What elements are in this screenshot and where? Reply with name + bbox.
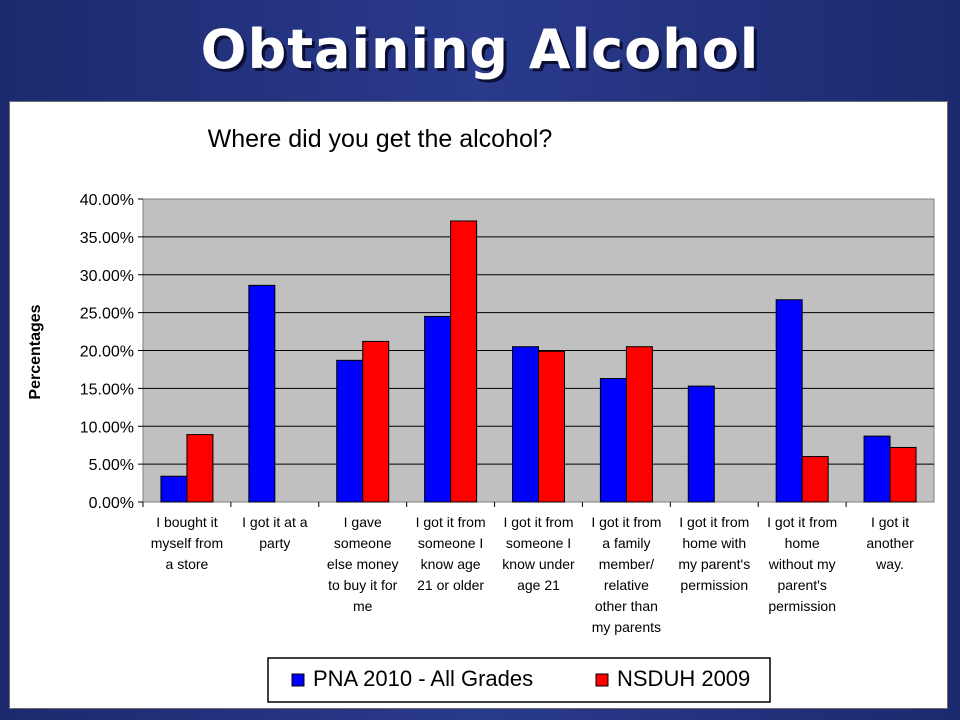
bar-nsduh-4 bbox=[538, 350, 565, 503]
x-tick-label-line: someone bbox=[334, 535, 392, 551]
y-axis-label: Percentages bbox=[27, 304, 44, 399]
x-tick-label-line: know under bbox=[502, 556, 575, 572]
y-tick-label: 35.00% bbox=[80, 230, 134, 247]
x-tick-label: I got it at a party bbox=[242, 514, 308, 551]
x-tick-label-line: my parents bbox=[592, 619, 661, 635]
x-tick-label-line: 21 or older bbox=[417, 577, 484, 593]
legend-swatch-0 bbox=[291, 673, 305, 687]
x-tick-label: I got it from someone I know age 21 or olde… bbox=[416, 514, 486, 593]
x-tick-label-line: I gave bbox=[344, 514, 382, 530]
x-tick-label-line: another bbox=[866, 535, 914, 551]
x-tick-label-line: permission bbox=[680, 577, 748, 593]
x-tick-label-line: to buy it for bbox=[328, 577, 398, 593]
bar-pna-0 bbox=[160, 475, 188, 503]
x-tick-label-line: relative bbox=[604, 577, 649, 593]
x-tick-label-line: know age bbox=[421, 556, 481, 572]
y-tick-label: 25.00% bbox=[80, 306, 134, 323]
bar-pna-8 bbox=[863, 435, 891, 503]
bar-pna-6 bbox=[687, 385, 715, 503]
bar-pna-7 bbox=[775, 299, 803, 503]
y-tick-label: 30.00% bbox=[80, 268, 134, 285]
bar-nsduh-0 bbox=[186, 434, 214, 503]
x-tick-label: I got it from home without my parent's permi… bbox=[767, 514, 837, 614]
x-tick-label-line: permission bbox=[768, 598, 836, 614]
x-tick-label: I gave someone else money to buy it for me bbox=[327, 514, 399, 614]
x-tick-label: I got it from home with my parent's permiss… bbox=[678, 514, 750, 593]
x-tick-label-line: I got it from bbox=[591, 514, 661, 530]
x-tick-label-line: other than bbox=[595, 598, 658, 614]
legend-swatch-1 bbox=[595, 673, 609, 687]
bar-nsduh-3 bbox=[450, 220, 478, 503]
bar-nsduh-8 bbox=[889, 446, 917, 503]
y-axis: 0.00% 5.00% 10.00% 15.00% 20.00% 25.00% 30.00%… bbox=[80, 192, 143, 512]
bar-pna-1 bbox=[248, 284, 276, 503]
x-tick-label: I bought it myself from a store bbox=[151, 514, 223, 572]
bar-pna-3 bbox=[424, 315, 452, 503]
x-tick-label-line: without my bbox=[768, 556, 836, 572]
bars bbox=[160, 220, 917, 503]
y-tick-label: 20.00% bbox=[80, 344, 134, 361]
x-tick-label-line: member/ bbox=[599, 556, 654, 572]
chart-panel: Where did you get the alcohol? 0.00% 5.00… bbox=[9, 101, 948, 709]
bar-chart: Where did you get the alcohol? 0.00% 5.00… bbox=[27, 125, 935, 703]
x-tick-label-line: I got it bbox=[871, 514, 909, 530]
x-tick-label-line: I got it from bbox=[679, 514, 749, 530]
x-tick-label-line: age 21 bbox=[517, 577, 560, 593]
x-tick-label-line: I bought it bbox=[156, 514, 218, 530]
legend-label-1: NSDUH 2009 bbox=[617, 666, 750, 691]
y-tick-label: 5.00% bbox=[89, 457, 134, 474]
x-tick-label-line: home with bbox=[682, 535, 746, 551]
x-tick-label-line: home bbox=[785, 535, 820, 551]
x-tick-label-line: way. bbox=[875, 556, 904, 572]
legend-box bbox=[267, 657, 771, 703]
legend-label-0: PNA 2010 - All Grades bbox=[313, 666, 533, 691]
x-axis: I bought it myself from a store I got it at… bbox=[142, 502, 914, 635]
x-tick-label-line: someone I bbox=[418, 535, 483, 551]
bar-nsduh-2 bbox=[362, 340, 390, 503]
x-tick-label-line: a store bbox=[166, 556, 209, 572]
x-tick-label-line: myself from bbox=[151, 535, 223, 551]
bar-nsduh-5 bbox=[625, 346, 653, 503]
slide-title: Obtaining Alcohol bbox=[200, 18, 760, 81]
legend: PNA 2010 - All Grades NSDUH 2009 bbox=[267, 657, 771, 703]
x-tick-label-line: me bbox=[353, 598, 373, 614]
x-tick-label: I got it from someone I know under age 21 bbox=[502, 514, 575, 593]
bar-pna-2 bbox=[336, 359, 364, 503]
y-tick-label: 10.00% bbox=[80, 419, 134, 436]
y-tick-label: 0.00% bbox=[89, 495, 134, 512]
y-tick-label: 15.00% bbox=[80, 381, 134, 398]
x-tick-label-line: my parent's bbox=[678, 556, 750, 572]
x-tick-label-line: else money bbox=[327, 556, 399, 572]
x-tick-label-line: party bbox=[259, 535, 290, 551]
y-tick-label: 40.00% bbox=[80, 192, 134, 209]
x-tick-label-line: a family bbox=[602, 535, 650, 551]
x-tick-label-line: I got it from bbox=[503, 514, 573, 530]
x-tick-label-line: I got it from bbox=[767, 514, 837, 530]
x-tick-label-line: parent's bbox=[777, 577, 826, 593]
x-tick-label-line: someone I bbox=[506, 535, 571, 551]
bar-pna-4 bbox=[512, 346, 539, 503]
x-tick-label: I got it from a family member/relative othe… bbox=[591, 514, 661, 635]
x-tick-label: I got it another way. bbox=[866, 514, 914, 572]
x-tick-label-line: I got it at a bbox=[242, 514, 308, 530]
x-tick-label-line: I got it from bbox=[416, 514, 486, 530]
bar-nsduh-7 bbox=[801, 456, 829, 503]
chart-title: Where did you get the alcohol? bbox=[208, 125, 553, 153]
bar-pna-5 bbox=[599, 378, 627, 503]
